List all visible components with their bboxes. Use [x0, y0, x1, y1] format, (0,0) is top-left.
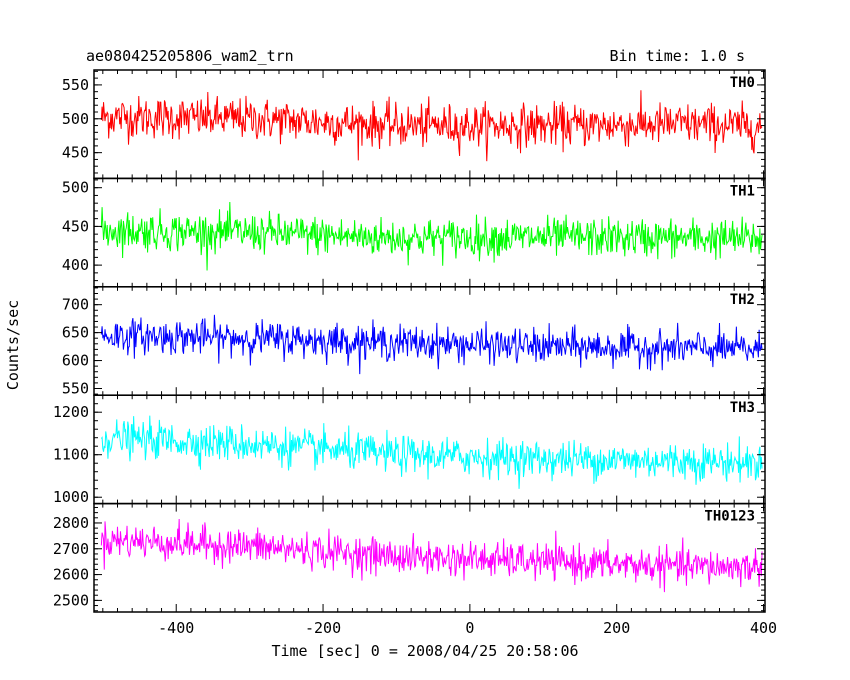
panel-label-th1: TH1 [730, 183, 755, 199]
x-tick-label: -400 [158, 619, 194, 637]
y-tick-label: 2600 [53, 566, 89, 584]
y-tick-label: 1200 [53, 403, 89, 421]
panels-group: 450 500 550 TH0 400 450 500 TH1 550 600 650 700 TH2 1… [53, 69, 777, 637]
y-tick-label: 2800 [53, 514, 89, 532]
series-line-th2 [100, 314, 763, 375]
panel-th0: 450 500 550 TH0 [62, 69, 766, 180]
y-tick-label: 550 [62, 379, 89, 397]
y-tick-label: 550 [62, 76, 89, 94]
y-tick-label: 400 [62, 256, 89, 274]
y-tick-label: 600 [62, 352, 89, 370]
x-axis-label: Time [sec] 0 = 2008/04/25 20:58:06 [271, 642, 578, 660]
panel-th2: 550 600 650 700 TH2 [62, 286, 766, 397]
y-tick-label: 2700 [53, 540, 89, 558]
series-line-th3 [100, 415, 763, 489]
y-tick-label: 700 [62, 296, 89, 314]
y-tick-label: 1100 [53, 446, 89, 464]
y-tick-label: 500 [62, 179, 89, 197]
panel-label-th3: TH3 [730, 400, 755, 416]
x-tick-label: 400 [750, 619, 777, 637]
panel-label-th0123: TH0123 [704, 509, 755, 525]
series-line-th1 [100, 201, 763, 271]
panel-frame [93, 502, 766, 613]
y-tick-label: 650 [62, 324, 89, 342]
y-tick-label: 2500 [53, 591, 89, 609]
panel-th1: 400 450 500 TH1 [62, 177, 766, 288]
y-tick-label: 500 [62, 110, 89, 128]
x-tick-label: -200 [305, 619, 341, 637]
plot-title: ae080425205806_wam2_trn [86, 47, 294, 65]
y-tick-label: 450 [62, 217, 89, 235]
panel-label-th0: TH0 [730, 75, 755, 91]
series-line-th0 [100, 90, 763, 162]
panel-label-th2: TH2 [730, 292, 755, 308]
y-tick-label: 1000 [53, 488, 89, 506]
panel-th3: 1000 1100 1200 TH3 [53, 394, 766, 506]
y-tick-label: 450 [62, 144, 89, 162]
series-line-th0123 [100, 519, 763, 593]
x-tick-label: 200 [603, 619, 630, 637]
panel-th0123: 2500 2600 2700 2800 TH0123 [53, 502, 766, 613]
x-tick-label: 0 [465, 619, 474, 637]
y-axis-label: Counts/sec [4, 300, 22, 390]
bin-time-label: Bin time: 1.0 s [610, 47, 745, 65]
